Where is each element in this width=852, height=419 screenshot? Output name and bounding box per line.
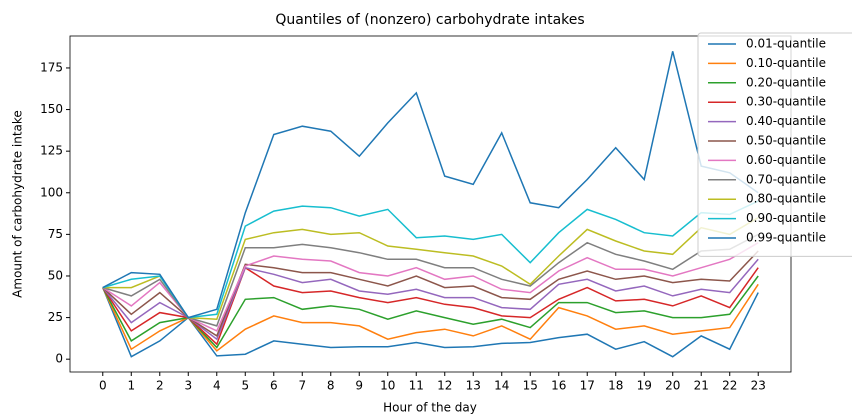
x-tick-label: 21 [694,379,709,393]
legend-label: 0.50-quantile [746,134,826,148]
legend-label: 0.70-quantile [746,172,826,186]
legend-label: 0.30-quantile [746,95,826,109]
series-line [102,51,759,319]
legend-label: 0.20-quantile [746,75,826,89]
x-tick-label: 6 [270,379,278,393]
x-tick-label: 23 [751,379,766,393]
y-tick-label: 150 [40,102,63,116]
series-line [102,200,759,319]
legend-label: 0.40-quantile [746,114,826,128]
series-line [102,287,759,358]
x-tick-label: 16 [551,379,566,393]
y-tick-label: 0 [55,352,63,366]
x-tick-label: 15 [523,379,538,393]
x-tick-label: 9 [355,379,363,393]
x-tick-label: 13 [466,379,481,393]
x-tick-label: 2 [156,379,164,393]
legend-label: 0.10-quantile [746,56,826,70]
y-tick-label: 125 [40,144,63,158]
x-tick-label: 19 [637,379,652,393]
x-tick-label: 8 [327,379,335,393]
legend-label: 0.01-quantile [746,37,826,51]
series-line [102,242,759,332]
legend-label: 0.60-quantile [746,153,826,167]
legend-label: 0.90-quantile [746,211,826,225]
x-tick-label: 5 [241,379,249,393]
y-axis-label: Amount of carbohydrate intake [11,110,25,298]
y-tick-label: 175 [40,60,63,74]
x-tick-label: 7 [298,379,306,393]
series-line [102,217,759,320]
y-tick-label: 100 [40,185,63,199]
x-tick-label: 11 [409,379,424,393]
x-tick-label: 20 [665,379,680,393]
x-tick-label: 22 [722,379,737,393]
series-line [102,275,759,349]
x-tick-label: 12 [437,379,452,393]
series-line [102,250,759,338]
legend-box [697,32,852,257]
series-line [102,258,759,341]
x-tick-label: 10 [380,379,395,393]
legend-label: 0.99-quantile [746,231,826,245]
legend-label: 0.80-quantile [746,192,826,206]
x-tick-label: 1 [127,379,135,393]
x-tick-label: 18 [608,379,623,393]
series-line [102,233,759,327]
y-tick-label: 75 [48,227,63,241]
chart-title: Quantiles of (nonzero) carbohydrate inta… [275,12,584,28]
y-tick-label: 50 [48,268,63,282]
series-line [102,266,759,346]
y-tick-label: 25 [48,310,63,324]
x-tick-label: 3 [184,379,192,393]
x-tick-label: 14 [494,379,509,393]
series-line [102,283,759,352]
legend: 0.01-quantile 0.10-quantile 0.20-quantile 0… [697,32,852,257]
x-axis-label: Hour of the day [383,401,477,415]
x-tick-label: 0 [99,379,107,393]
x-tick-label: 4 [213,379,221,393]
x-tick-label: 17 [580,379,595,393]
